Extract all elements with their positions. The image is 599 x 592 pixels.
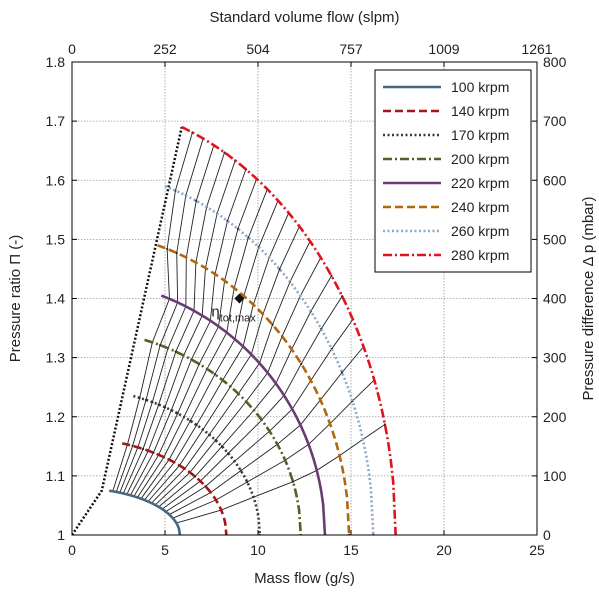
y-tick-label: 1.7	[46, 113, 66, 129]
y2-tick-label: 300	[543, 350, 567, 366]
speed-line-7	[181, 125, 397, 535]
measurement-point	[204, 485, 207, 488]
efficiency-line	[133, 178, 258, 497]
legend-label: 170 krpm	[451, 127, 509, 143]
legend-label: 260 krpm	[451, 223, 509, 239]
speed-lines	[72, 125, 397, 535]
x-tick-label: 20	[436, 542, 452, 558]
x-tick-label: 5	[161, 542, 169, 558]
efficiency-mesh	[111, 131, 397, 535]
axes: 0 5 10 15 20 250 252 504 757 1009 126111.11.21.31.…	[7, 9, 597, 587]
y2-tick-label: 0	[543, 527, 551, 543]
efficiency-line	[126, 160, 236, 495]
efficiency-line	[172, 379, 375, 519]
measurement-point	[271, 323, 274, 326]
x-tick-label: 0	[68, 542, 76, 558]
efficiency-line	[169, 346, 364, 515]
y-axis-title: Pressure ratio Π (-)	[7, 235, 24, 363]
x-tick-label: 15	[343, 542, 359, 558]
measurement-point	[131, 444, 134, 447]
x2-tick-label: 252	[153, 41, 177, 57]
surge-line	[72, 126, 183, 535]
speed-line-4	[160, 294, 327, 535]
measurement-point	[223, 151, 226, 154]
y2-tick-label: 700	[543, 113, 567, 129]
legend-label: 200 krpm	[451, 151, 509, 167]
max-efficiency-label: ηtot,max	[211, 304, 256, 325]
legend-label: 100 krpm	[451, 79, 509, 95]
y-tick-label: 1.5	[46, 231, 66, 247]
legend-label: 220 krpm	[451, 175, 509, 191]
efficiency-line	[140, 200, 279, 499]
speed-line-0	[108, 489, 182, 535]
measurement-point	[291, 480, 295, 483]
efficiency-line	[165, 319, 354, 513]
legend-label: 240 krpm	[451, 199, 509, 215]
x2-tick-label: 504	[246, 41, 270, 57]
measurement-point	[194, 475, 197, 478]
measurement-point	[383, 423, 387, 426]
efficiency-line	[130, 169, 247, 496]
legend-label: 280 krpm	[451, 247, 509, 263]
x2-tick-label: 1261	[521, 41, 552, 57]
x-tick-label: 10	[250, 542, 266, 558]
efficiency-line	[154, 257, 322, 506]
y2-axis-title: Pressure difference Δ p (mbar)	[580, 197, 597, 401]
efficiency-line	[161, 295, 343, 510]
efficiency-line	[144, 212, 290, 501]
y2-tick-label: 500	[543, 231, 567, 247]
x2-tick-label: 0	[68, 41, 76, 57]
x2-tick-label: 757	[339, 41, 363, 57]
y-tick-label: 1.3	[46, 350, 66, 366]
efficiency-line	[115, 138, 204, 493]
measurement-point	[278, 268, 281, 271]
x-axis-title: Mass flow (g/s)	[254, 570, 355, 587]
y-tick-label: 1.8	[46, 54, 66, 70]
y2-tick-label: 600	[543, 172, 567, 188]
y-tick-label: 1.6	[46, 172, 66, 188]
measurement-point	[246, 480, 249, 484]
efficiency-line	[112, 132, 193, 492]
legend-label: 140 krpm	[451, 103, 509, 119]
x2-axis-title: Standard volume flow (slpm)	[209, 9, 399, 26]
y-tick-label: 1.1	[46, 468, 66, 484]
measurement-point	[195, 199, 198, 202]
y2-tick-label: 400	[543, 291, 567, 307]
speed-line-1	[121, 442, 228, 535]
efficiency-line	[176, 424, 386, 524]
efficiency-line	[158, 275, 332, 508]
x2-tick-label: 1009	[428, 41, 459, 57]
measurement-point	[300, 362, 303, 365]
efficiency-line	[147, 226, 300, 502]
measurement-point	[141, 447, 145, 451]
speed-line-3	[144, 338, 303, 535]
speed-line-6	[164, 184, 375, 535]
measurement-point	[330, 274, 333, 277]
speed-line-5	[157, 244, 351, 535]
y2-tick-label: 100	[543, 468, 567, 484]
y2-tick-label: 800	[543, 54, 567, 70]
y-tick-label: 1.4	[46, 291, 66, 307]
max-efficiency-marker	[234, 293, 245, 304]
measurement-point	[166, 247, 169, 251]
efficiency-line	[119, 145, 215, 493]
y-tick-label: 1.2	[46, 409, 66, 425]
legend-box	[374, 69, 532, 273]
x-tick-label: 25	[529, 542, 545, 558]
efficiency-line	[151, 241, 311, 504]
y-tick-label: 1	[57, 527, 65, 543]
measurement-point	[213, 373, 216, 376]
measurement-point	[239, 469, 242, 472]
legend: 100 krpm 140 krpm 170 krpm 200 krpm 220 krpm…	[374, 69, 532, 273]
measurement-point	[340, 371, 344, 374]
efficiency-line	[137, 189, 268, 498]
y2-tick-label: 200	[543, 409, 567, 425]
efficiency-line	[122, 152, 225, 494]
